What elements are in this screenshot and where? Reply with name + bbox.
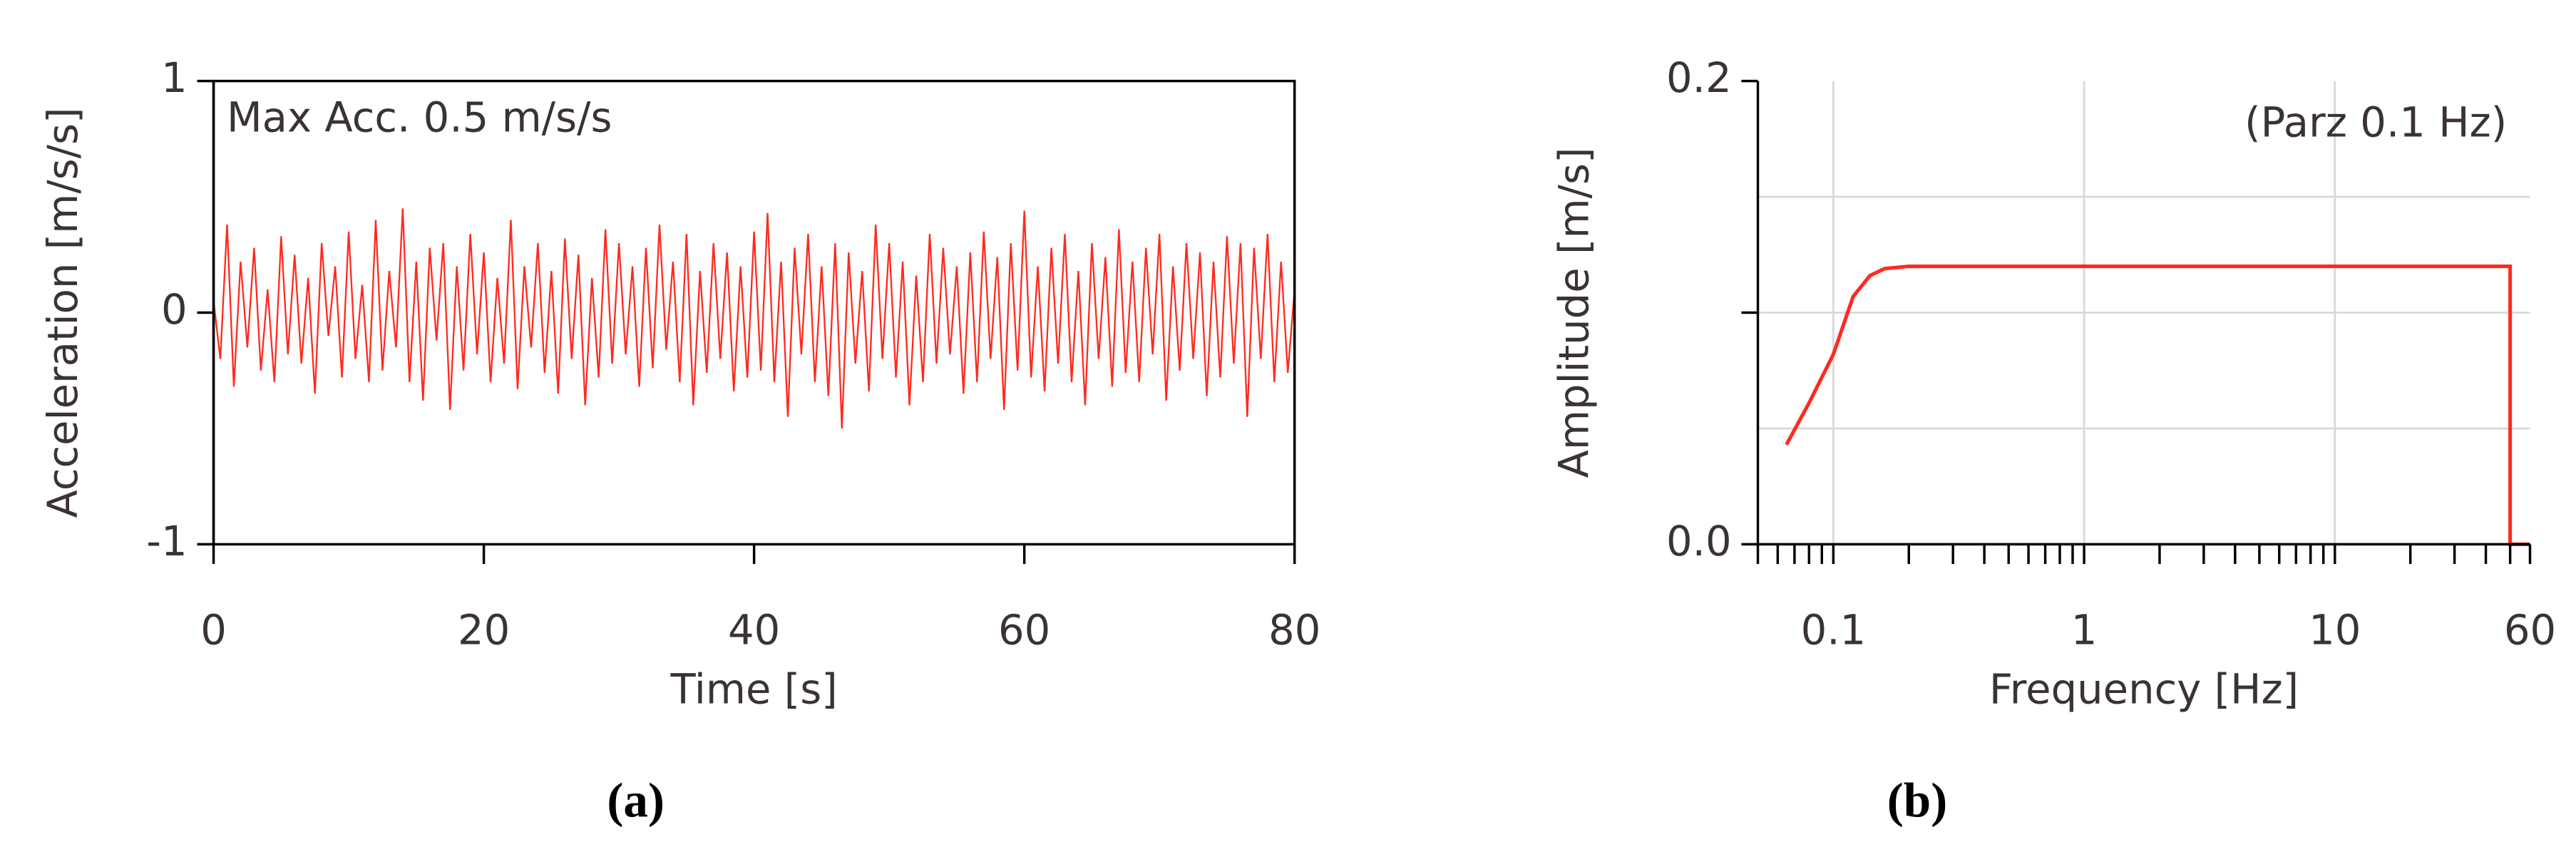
x-tick-label: 20 [458, 606, 510, 654]
caption: (b) [1887, 773, 1947, 828]
y-tick-label: 1 [161, 54, 188, 102]
x-tick-label: 80 [1268, 606, 1320, 654]
x-tick-label: 1 [2071, 606, 2098, 654]
y-axis-label: Acceleration [m/s/s] [39, 107, 87, 518]
y-tick-label: -1 [146, 518, 187, 565]
x-tick-label: 40 [728, 606, 780, 654]
annotation: Max Acc. 0.5 m/s/s [227, 94, 612, 142]
x-axis-label: Time [s] [670, 665, 838, 713]
caption: (a) [607, 773, 664, 828]
annotation: (Parz 0.1 Hz) [2244, 98, 2507, 146]
x-tick-label: 0 [200, 606, 227, 654]
x-tick-label: 10 [2309, 606, 2361, 654]
y-tick-label: 0 [161, 286, 188, 334]
x-tick-label: 60 [2504, 606, 2556, 654]
x-tick-label: 0.1 [1801, 606, 1867, 654]
x-tick-label: 60 [998, 606, 1050, 654]
x-axis-label: Frequency [Hz] [1989, 665, 2299, 713]
y-tick-label: 0.2 [1666, 54, 1732, 102]
data-line [1785, 264, 2530, 546]
y-axis-label: Amplitude [m/s] [1551, 148, 1599, 478]
data-line [212, 208, 1295, 429]
y-tick-label: 0.0 [1666, 518, 1732, 565]
plot-frame [212, 79, 1296, 546]
